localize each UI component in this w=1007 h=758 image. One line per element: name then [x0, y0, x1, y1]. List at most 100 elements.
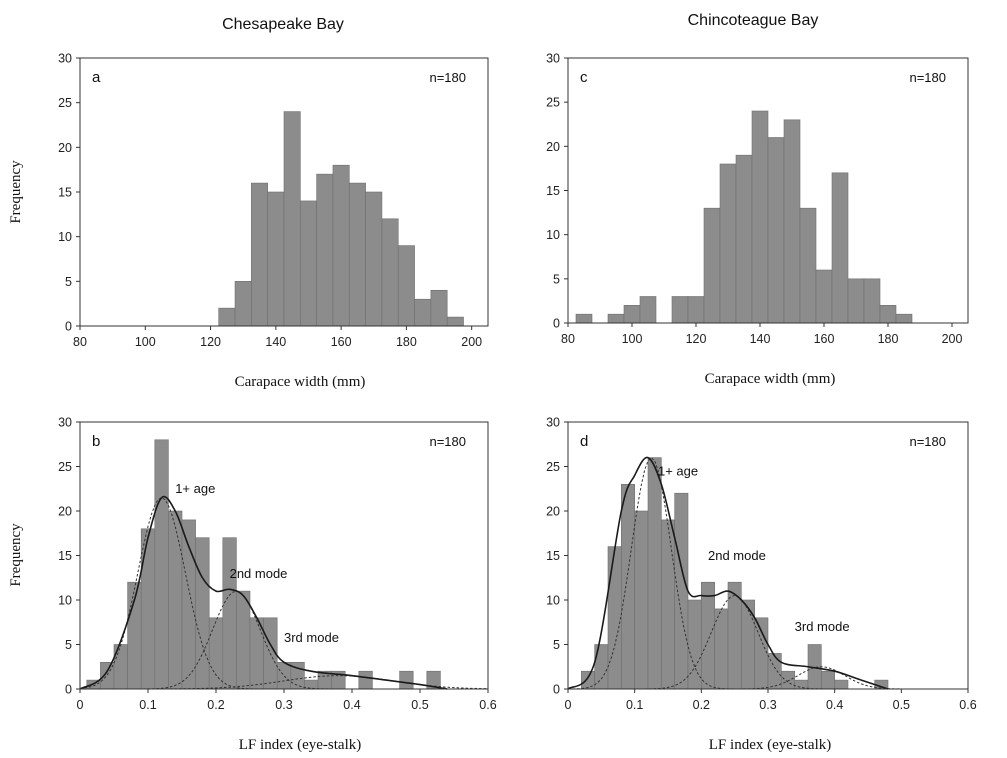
- histogram-bar: [661, 519, 675, 690]
- histogram-bar: [895, 313, 913, 324]
- y-tick-label: 10: [58, 594, 72, 608]
- y-tick-label: 25: [58, 460, 72, 474]
- x-tick-label: 120: [686, 332, 707, 346]
- x-tick-label: 180: [396, 335, 417, 349]
- mode-annotation: 1+ age: [658, 463, 698, 478]
- histogram-bar: [674, 492, 689, 690]
- panel-letter: b: [92, 433, 100, 450]
- x-tick-label: 0.4: [343, 698, 360, 712]
- histogram-bar: [794, 679, 809, 690]
- y-tick-label: 20: [546, 140, 560, 154]
- histogram-bar: [639, 296, 657, 324]
- y-tick-label: 30: [546, 52, 560, 66]
- histogram-bar: [267, 191, 285, 327]
- y-tick-label: 5: [553, 272, 560, 286]
- x-axis-label: LF index (eye-stalk): [239, 737, 361, 753]
- histogram-bar: [879, 305, 897, 324]
- histogram-bar: [430, 289, 448, 327]
- x-tick-label: 0.6: [479, 698, 496, 712]
- histogram-bar: [208, 617, 224, 690]
- y-tick-label: 10: [58, 230, 72, 244]
- y-axis-label: Frequency: [8, 160, 24, 224]
- histogram-bar: [847, 278, 865, 324]
- y-tick-label: 15: [546, 184, 560, 198]
- histogram-bar: [365, 191, 383, 327]
- histogram-bar: [168, 510, 183, 690]
- x-tick-label: 0.5: [411, 698, 428, 712]
- histogram-bar: [218, 307, 236, 327]
- panel-b: 0 5 10 15 20 25 30 0 0.1 0.2 0.3 0.4 0.5 0.6 LF index …: [8, 416, 497, 754]
- x-tick-label: 0.1: [139, 698, 156, 712]
- y-tick-label: 15: [58, 549, 72, 563]
- histogram-bar: [607, 313, 625, 324]
- x-tick-label: 0.4: [826, 698, 843, 712]
- histogram-bar: [831, 172, 849, 324]
- histogram-bar: [621, 483, 635, 690]
- x-tick-label: 200: [942, 332, 963, 346]
- sample-size-label: n=180: [429, 434, 466, 449]
- histogram-bar: [719, 163, 737, 324]
- histogram-bar: [140, 528, 156, 690]
- histogram-bar: [834, 679, 849, 690]
- histogram-bar: [751, 110, 769, 324]
- histogram-bar: [687, 599, 702, 690]
- y-tick-label: 5: [553, 638, 560, 652]
- histogram-bar: [767, 653, 782, 690]
- x-tick-label: 100: [622, 332, 643, 346]
- histogram-bar: [671, 296, 689, 324]
- sample-size-label: n=180: [909, 434, 946, 449]
- mode-annotation: 3rd mode: [284, 630, 339, 645]
- sample-size-label: n=180: [909, 70, 946, 85]
- x-tick-label: 0.3: [759, 698, 776, 712]
- y-tick-label: 15: [546, 549, 560, 563]
- x-tick-label: 180: [878, 332, 899, 346]
- y-tick-label: 30: [58, 52, 72, 66]
- panel-letter: a: [92, 69, 101, 86]
- histogram-bar: [703, 207, 721, 324]
- y-tick-label: 25: [546, 96, 560, 110]
- histogram-bar: [754, 617, 769, 690]
- x-tick-label: 160: [814, 332, 835, 346]
- mode-annotation: 3rd mode: [795, 619, 850, 634]
- histogram-bar: [781, 670, 795, 690]
- histogram-bar: [701, 581, 715, 690]
- histogram-bar: [300, 200, 317, 327]
- x-tick-label: 140: [750, 332, 771, 346]
- y-tick-label: 20: [58, 505, 72, 519]
- mode-annotation: 2nd mode: [708, 548, 766, 563]
- panel-a: 0 5 10 15 20 25 30 80 100 120 140 160 180 200 Carapace…: [8, 52, 489, 390]
- y-tick-label: 15: [58, 186, 72, 200]
- x-axis-label: LF index (eye-stalk): [709, 737, 831, 753]
- histogram-bar: [767, 137, 785, 324]
- x-tick-label: 0.2: [693, 698, 710, 712]
- histogram-bar: [304, 679, 319, 690]
- column-title-chincoteague: Chincoteague Bay: [688, 12, 819, 29]
- histogram-bar: [348, 182, 366, 327]
- y-tick-label: 10: [546, 228, 560, 242]
- y-tick-label: 10: [546, 594, 560, 608]
- y-tick-label: 0: [553, 317, 560, 331]
- y-tick-label: 20: [546, 505, 560, 519]
- histogram-bar: [647, 457, 662, 690]
- mode-annotation: 2nd mode: [230, 566, 288, 581]
- panel-letter: c: [580, 69, 588, 86]
- histogram-bar: [251, 182, 268, 327]
- histogram-bar: [358, 670, 373, 690]
- histogram-bar: [276, 661, 292, 690]
- histogram-bar: [687, 296, 705, 324]
- x-tick-label: 80: [73, 335, 87, 349]
- y-axis-label: Frequency: [8, 523, 24, 587]
- y-tick-label: 30: [58, 416, 72, 430]
- histogram-bar: [799, 207, 817, 324]
- histogram-bar: [283, 111, 301, 327]
- histogram-bar: [607, 546, 622, 690]
- x-tick-label: 80: [561, 332, 575, 346]
- y-tick-label: 25: [546, 460, 560, 474]
- histogram-bar: [381, 218, 399, 327]
- histogram-bar: [815, 269, 833, 324]
- y-tick-label: 20: [58, 141, 72, 155]
- histogram-bar: [236, 590, 251, 690]
- histogram-bar: [399, 670, 414, 690]
- x-tick-label: 0: [565, 698, 572, 712]
- histogram-bar: [332, 164, 350, 327]
